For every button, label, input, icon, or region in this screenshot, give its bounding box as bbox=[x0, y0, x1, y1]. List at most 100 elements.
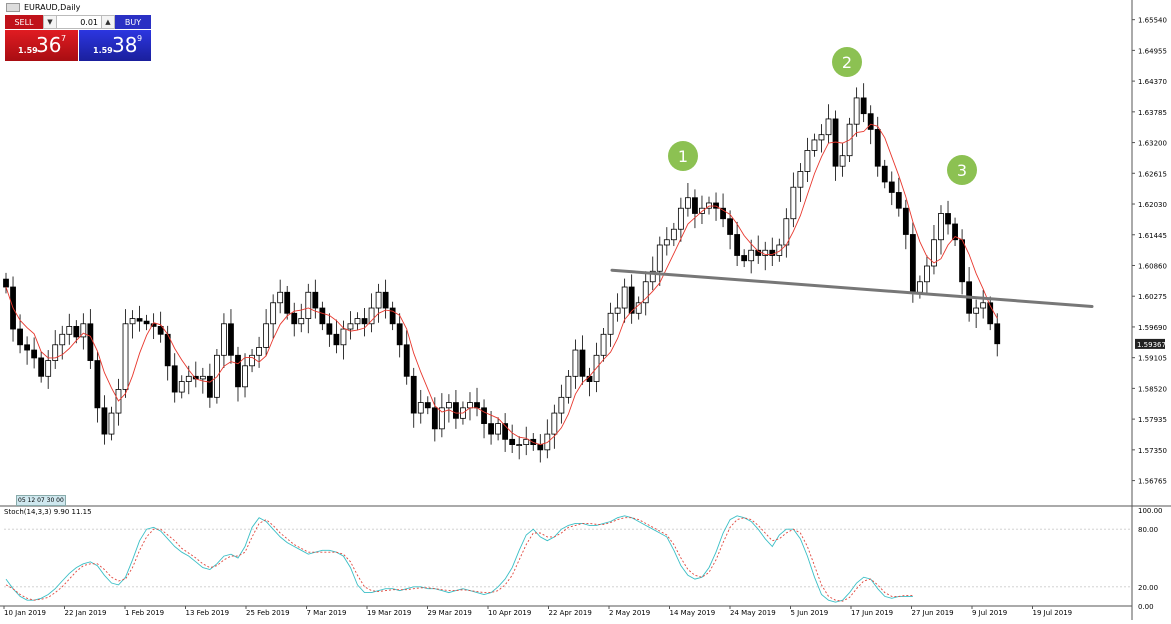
bull-candle-body bbox=[685, 197, 691, 209]
bear-candle-body bbox=[31, 349, 38, 359]
candle bbox=[931, 225, 937, 275]
candle bbox=[888, 171, 895, 206]
bull-candle-body bbox=[445, 402, 452, 409]
candle bbox=[917, 275, 923, 299]
sell-price-button[interactable]: 1.59 36 7 bbox=[5, 30, 78, 61]
bull-candle-body bbox=[818, 134, 825, 141]
candle bbox=[417, 389, 424, 424]
price-tick-label: 1.60860 bbox=[1138, 262, 1167, 270]
bull-candle-body bbox=[495, 423, 502, 435]
marker-2: 2 bbox=[832, 47, 862, 77]
lot-size-input[interactable]: 0.01 bbox=[57, 15, 101, 29]
candle bbox=[488, 410, 494, 445]
bear-candle-body bbox=[291, 312, 298, 325]
bear-candle-body bbox=[987, 302, 994, 325]
candle bbox=[973, 299, 980, 328]
bear-candle-body bbox=[143, 320, 150, 325]
candle bbox=[642, 271, 649, 316]
candle bbox=[263, 309, 270, 356]
stoch-main-line bbox=[5, 515, 913, 603]
stoch-tick-label: 20.00 bbox=[1138, 584, 1158, 592]
bull-candle-body bbox=[80, 323, 87, 338]
candle bbox=[45, 350, 52, 389]
bull-candle-body bbox=[256, 347, 262, 356]
bull-candle-body bbox=[122, 323, 129, 390]
bear-candle-body bbox=[101, 407, 108, 435]
candle bbox=[10, 276, 16, 342]
bull-candle-body bbox=[621, 286, 628, 309]
candle bbox=[635, 296, 642, 320]
candle bbox=[811, 133, 818, 157]
candle bbox=[354, 312, 361, 331]
bear-candle-body bbox=[952, 223, 958, 241]
buy-price-button[interactable]: 1.59 38 9 bbox=[79, 30, 151, 61]
candle bbox=[663, 227, 670, 256]
bull-candle-body bbox=[108, 412, 115, 435]
bear-candle-body bbox=[73, 326, 80, 338]
candle bbox=[558, 384, 565, 424]
candle bbox=[277, 279, 284, 314]
candle bbox=[312, 279, 319, 319]
candle bbox=[340, 320, 347, 360]
bull-candle-body bbox=[270, 302, 277, 325]
sell-button[interactable]: SELL bbox=[5, 15, 43, 29]
sell-price-fraction: 7 bbox=[61, 34, 67, 43]
bull-candle-body bbox=[924, 265, 930, 283]
candle bbox=[192, 361, 199, 388]
candle bbox=[361, 308, 368, 337]
bull-candle-body bbox=[66, 326, 73, 335]
candle bbox=[902, 199, 909, 250]
bear-candle-body bbox=[228, 323, 234, 356]
candle bbox=[980, 290, 987, 319]
bull-candle-body bbox=[516, 444, 523, 446]
stoch-signal-line bbox=[5, 517, 913, 602]
candle bbox=[762, 241, 769, 271]
candle bbox=[706, 196, 712, 215]
candle bbox=[502, 413, 509, 452]
bear-candle-body bbox=[509, 438, 516, 445]
price-tick-label: 1.62615 bbox=[1138, 170, 1167, 178]
bull-candle-body bbox=[804, 150, 811, 172]
candle bbox=[431, 397, 438, 442]
price-tick-label: 1.63200 bbox=[1138, 140, 1167, 148]
bull-candle-body bbox=[677, 207, 684, 230]
price-tick-label: 1.56765 bbox=[1138, 478, 1167, 486]
lot-increase-icon[interactable]: ▲ bbox=[101, 15, 115, 29]
bull-candle-body bbox=[748, 249, 755, 262]
bull-candle-body bbox=[277, 291, 284, 304]
candle bbox=[579, 335, 586, 385]
bear-candle-body bbox=[481, 407, 487, 424]
bear-candle-body bbox=[403, 344, 410, 377]
candle bbox=[692, 189, 698, 229]
lot-decrease-icon[interactable]: ▼ bbox=[43, 15, 57, 29]
candle bbox=[776, 238, 783, 262]
bear-candle-body bbox=[3, 278, 9, 288]
candle bbox=[389, 301, 396, 331]
bull-candle-body bbox=[931, 239, 937, 267]
price-tick-label: 1.64955 bbox=[1138, 47, 1167, 55]
bull-candle-body bbox=[340, 328, 347, 346]
bear-candle-body bbox=[17, 328, 23, 346]
buy-price-prefix: 1.59 bbox=[93, 46, 113, 55]
candle bbox=[628, 274, 635, 324]
current-price-label: 1.59367 bbox=[1137, 341, 1166, 349]
buy-button[interactable]: BUY bbox=[115, 15, 151, 29]
time-tick-label: 13 Feb 2019 bbox=[186, 609, 230, 617]
bull-candle-body bbox=[825, 118, 832, 136]
bull-candle-body bbox=[551, 412, 558, 435]
bear-candle-body bbox=[628, 286, 635, 314]
candle bbox=[804, 137, 811, 182]
time-tick-label: 19 Jul 2019 bbox=[1033, 609, 1073, 617]
candle bbox=[438, 393, 445, 438]
bear-candle-body bbox=[361, 318, 368, 325]
candle bbox=[31, 337, 38, 369]
candle bbox=[171, 353, 178, 403]
candle bbox=[305, 283, 312, 334]
bear-candle-body bbox=[87, 323, 94, 361]
candle bbox=[150, 313, 157, 340]
candle bbox=[284, 285, 291, 320]
bear-candle-body bbox=[319, 307, 326, 325]
chart-title: EURAUD,Daily bbox=[24, 3, 81, 12]
